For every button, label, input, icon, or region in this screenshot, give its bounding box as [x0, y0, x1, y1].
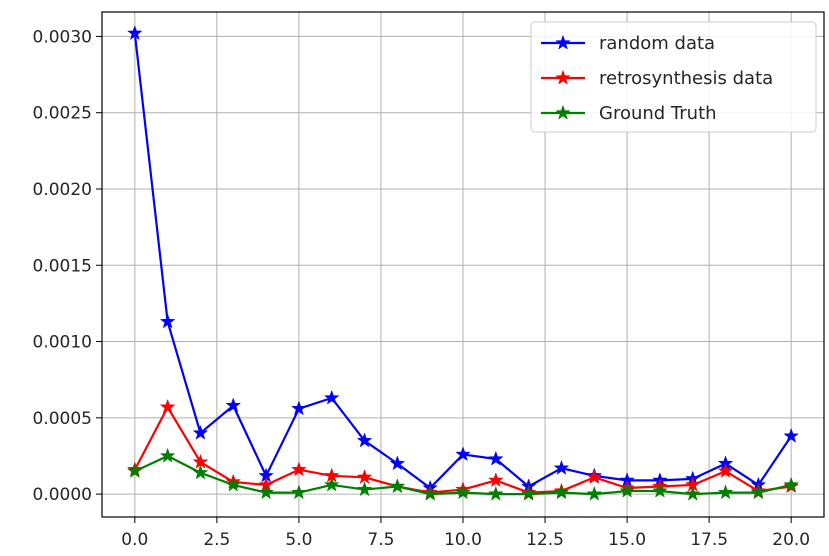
data-point — [389, 478, 406, 494]
data-point — [225, 397, 242, 413]
x-tick-label: 17.5 — [690, 530, 728, 550]
data-point — [291, 484, 307, 500]
legend-swatch-marker — [555, 104, 571, 120]
y-tick-label: 0.0030 — [33, 27, 92, 47]
data-point — [356, 481, 373, 497]
data-point — [553, 459, 570, 475]
data-point — [323, 476, 340, 492]
data-point — [619, 482, 635, 498]
legend-item: Ground Truth — [541, 103, 717, 124]
x-tick-label: 2.5 — [203, 530, 230, 550]
data-point — [126, 25, 143, 41]
series-ground-truth — [126, 447, 800, 501]
y-tick-label: 0.0010 — [33, 333, 92, 353]
data-point — [783, 476, 800, 492]
data-point — [159, 447, 176, 463]
x-tick-label: 15.0 — [608, 530, 646, 550]
data-point — [487, 472, 504, 488]
data-point — [291, 461, 307, 477]
data-point — [258, 484, 274, 500]
data-point — [422, 485, 439, 501]
data-point — [586, 469, 603, 485]
data-point — [717, 484, 734, 500]
data-point — [225, 476, 242, 492]
legend-item: random data — [541, 33, 715, 54]
data-point — [291, 400, 307, 416]
data-point — [520, 485, 537, 501]
data-point — [323, 389, 340, 405]
data-point — [126, 462, 143, 478]
data-point — [717, 462, 734, 478]
axes: 0.0 2.5 5.0 7.5 10.0 12.5 15.0 17.5 20.0 0.0000 0.… — [33, 27, 811, 550]
data-point — [389, 455, 406, 471]
data-point — [684, 485, 701, 501]
data-point — [783, 427, 800, 443]
data-point — [553, 484, 570, 500]
y-tick-label: 0.0005 — [33, 409, 92, 429]
legend-box — [530, 21, 817, 133]
legend-swatch-marker — [555, 69, 571, 85]
y-tick-label: 0.0020 — [33, 180, 92, 200]
legend-swatch-marker — [555, 34, 571, 50]
series-layer — [126, 25, 800, 501]
data-point — [356, 469, 373, 485]
data-point — [192, 464, 209, 480]
data-point — [455, 484, 471, 500]
data-point — [159, 398, 176, 414]
data-point — [487, 485, 504, 501]
x-tick-label: 0.0 — [121, 530, 148, 550]
data-point — [356, 432, 373, 448]
y-tick-label: 0.0000 — [33, 485, 92, 505]
x-tick-label: 7.5 — [367, 530, 394, 550]
data-point — [192, 424, 209, 440]
data-point — [455, 446, 471, 462]
x-tick-label: 10.0 — [444, 530, 482, 550]
legend-label: Ground Truth — [599, 103, 717, 124]
data-point — [586, 485, 603, 501]
data-point — [159, 313, 176, 329]
data-point — [652, 482, 668, 498]
x-tick-label: 5.0 — [285, 530, 312, 550]
data-point — [487, 450, 504, 466]
y-tick-label: 0.0015 — [33, 256, 92, 276]
legend-label: random data — [599, 33, 715, 54]
x-tick-label: 12.5 — [526, 530, 564, 550]
x-tick-label: 20.0 — [772, 530, 810, 550]
y-tick-label: 0.0025 — [33, 104, 92, 124]
data-point — [750, 484, 767, 500]
legend-item: retrosynthesis data — [541, 68, 773, 89]
legend: random data retrosynthesis data Ground Tru… — [530, 21, 817, 133]
legend-label: retrosynthesis data — [599, 68, 773, 89]
